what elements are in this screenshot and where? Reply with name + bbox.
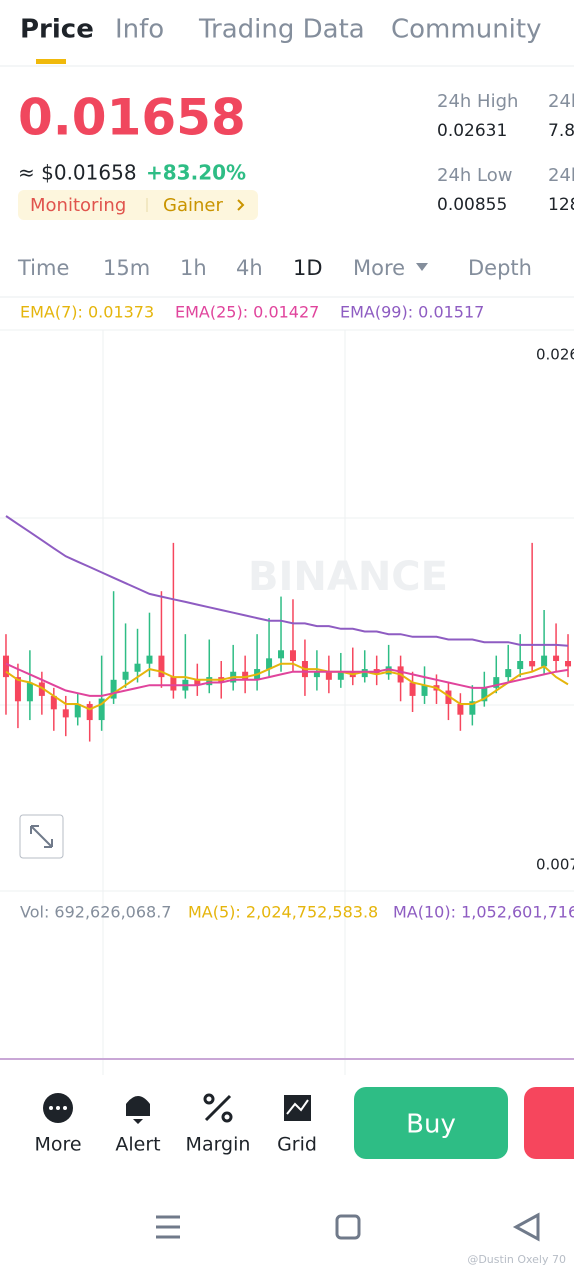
toolbar-label[interactable]: Grid (277, 1134, 317, 1156)
candle-body (158, 655, 165, 678)
tab[interactable]: Community (391, 15, 541, 45)
tab[interactable]: Info (115, 15, 164, 45)
watermark: BINANCE (248, 554, 448, 600)
candle-body (74, 703, 81, 718)
stat-label: 24h (548, 165, 574, 186)
stat-label: 24h (548, 91, 574, 112)
interval[interactable]: Depth (468, 256, 532, 280)
tag[interactable]: Gainer (163, 195, 223, 216)
candle-body (325, 671, 332, 680)
candle-body (517, 661, 524, 670)
candle-body (50, 695, 57, 710)
candle-body (505, 669, 512, 678)
candle-body (146, 655, 153, 664)
buy-label[interactable]: Buy (406, 1110, 456, 1140)
stat-label: 24h Low (437, 165, 512, 186)
y-tick-label: 0.026 (536, 345, 574, 363)
tab-indicator (36, 59, 66, 64)
alert-icon[interactable] (126, 1096, 150, 1124)
grid (0, 329, 574, 1075)
interval[interactable]: More (353, 256, 405, 280)
candle-body (134, 663, 141, 672)
dropdown-icon (416, 263, 428, 271)
candle-body (289, 650, 296, 662)
stat-value: 0.00855 (437, 195, 507, 215)
stat-value: 7.8 (548, 121, 574, 141)
legend-entry: EMA(25): 0.01427 (175, 303, 319, 322)
sell-button[interactable] (524, 1087, 574, 1159)
tag-bg (18, 190, 258, 220)
candle-body (553, 655, 560, 662)
legend-entry: EMA(7): 0.01373 (20, 303, 154, 322)
usd-price: ≈ $0.01658 (18, 161, 137, 185)
volume-ma: MA(10): 1,052,601,716 (393, 903, 574, 922)
candle-body (565, 661, 572, 667)
candle-body (266, 658, 273, 670)
interval[interactable]: 4h (236, 256, 263, 280)
stat-value: 0.02631 (437, 121, 507, 141)
candle-body (122, 671, 129, 680)
legend-entry: EMA(99): 0.01517 (340, 303, 484, 322)
volume-label: Vol: 692,626,068.7 (20, 903, 171, 922)
candle-body (98, 698, 105, 721)
y-tick-label: 0.007 (536, 856, 574, 874)
price: 0.01658 (18, 89, 246, 147)
interval[interactable]: Time (17, 256, 69, 280)
candle-body (110, 679, 117, 699)
candle-body (337, 671, 344, 680)
candle-body (206, 677, 213, 686)
tab[interactable]: Trading Data (198, 15, 365, 45)
price-chart: 0.026 0.007 EMA(7): 0.01373 EMA(25): 0.0142… (2, 303, 574, 874)
ema-line (5, 662, 569, 697)
toolbar-label[interactable]: More (34, 1134, 81, 1156)
watermark-credit: @Dustin Oxely 70 (467, 1253, 566, 1266)
expand-icon (30, 825, 53, 848)
margin-icon[interactable] (204, 1094, 232, 1122)
candle-body (481, 687, 488, 702)
tag[interactable]: Monitoring (30, 195, 126, 216)
tab[interactable]: Price (20, 15, 94, 45)
candle-body (541, 655, 548, 667)
stat-value: 128 (548, 195, 574, 215)
buy-button[interactable] (354, 1087, 508, 1159)
candle-body (421, 685, 428, 696)
candle-body (313, 671, 320, 678)
candle-body (469, 701, 476, 715)
candle-body (385, 666, 392, 675)
candle-body (445, 690, 452, 704)
system-nav[interactable] (156, 1212, 540, 1242)
candle-body (38, 682, 45, 696)
candle-body (26, 682, 33, 702)
candle-body (493, 677, 500, 688)
chevron (237, 199, 245, 211)
ema-line (5, 515, 569, 647)
candle-body (86, 703, 93, 721)
interval[interactable]: 1D (293, 256, 323, 280)
interval[interactable]: 15m (103, 256, 150, 280)
candle-body (2, 655, 9, 678)
candle-body (242, 671, 249, 680)
interval[interactable]: 1h (180, 256, 207, 280)
stat-label: 24h High (437, 91, 518, 112)
candle-body (62, 709, 69, 718)
grid-icon[interactable] (284, 1095, 311, 1121)
candle-body (194, 679, 201, 686)
volume-ma: MA(5): 2,024,752,583.8 (188, 903, 378, 922)
toolbar-label[interactable]: Alert (115, 1134, 160, 1156)
change: +83.20% (146, 161, 246, 185)
candle-body (361, 669, 368, 678)
ema-line (5, 662, 569, 711)
toolbar-label[interactable]: Margin (186, 1134, 251, 1156)
candle-body (170, 677, 177, 691)
candle-body (529, 661, 536, 667)
candle-body (14, 677, 21, 702)
candle-body (278, 650, 285, 659)
candle-body (457, 703, 464, 715)
candle-body (409, 682, 416, 696)
